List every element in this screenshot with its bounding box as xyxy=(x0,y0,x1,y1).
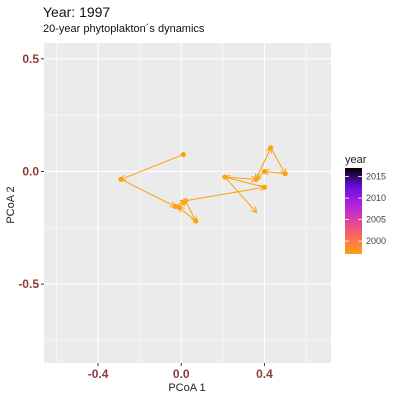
y-tick-label: -0.5 xyxy=(18,277,39,291)
legend-tick-label: 2015 xyxy=(366,172,386,182)
trajectory-segment xyxy=(270,147,286,174)
x-tick-label: 0.0 xyxy=(173,367,190,381)
data-point xyxy=(253,176,259,182)
data-point xyxy=(222,174,228,180)
grid-lines xyxy=(44,43,331,363)
x-axis-title: PCoA 1 xyxy=(168,382,205,394)
trajectory-segment xyxy=(224,177,256,179)
data-point xyxy=(180,151,186,158)
trajectory-segment xyxy=(184,200,195,221)
chart-title: Year: 1997 xyxy=(43,4,111,20)
data-points xyxy=(118,145,288,224)
x-axis-ticks: -0.4 0.0 0.4 xyxy=(88,363,273,381)
trajectory-arrow xyxy=(256,147,272,180)
trajectory-paths xyxy=(121,148,285,221)
trajectory-segment xyxy=(179,208,197,222)
plot-panel xyxy=(44,43,331,363)
data-point xyxy=(172,203,178,209)
y-axis-title: PCoA 2 xyxy=(5,186,17,223)
data-point xyxy=(176,204,182,211)
legend-title: year xyxy=(345,154,367,166)
trajectory-segment xyxy=(120,178,175,206)
legend-colorbar xyxy=(345,168,362,254)
chart-subtitle: 20-year phytoplakton´s dynamics xyxy=(43,23,205,35)
data-point xyxy=(118,176,124,182)
legend-tick-label: 2000 xyxy=(366,236,386,246)
trajectory-segment xyxy=(121,154,184,180)
trajectory-segment xyxy=(185,187,264,202)
x-tick-label: -0.4 xyxy=(88,367,109,381)
legend-tick-label: 2010 xyxy=(366,193,386,203)
data-point xyxy=(182,198,189,204)
y-tick-label: 0.0 xyxy=(22,164,39,178)
color-legend: year 2000 2005 2010 2015 xyxy=(345,154,386,254)
data-point xyxy=(193,218,199,224)
data-point xyxy=(268,145,274,151)
data-point xyxy=(282,171,288,177)
trajectory-arrow xyxy=(224,176,256,212)
data-point xyxy=(261,184,268,190)
data-point xyxy=(261,168,268,175)
x-tick-label: 0.4 xyxy=(256,367,273,381)
y-axis-ticks: -0.5 0.0 0.5 xyxy=(18,52,44,291)
legend-ticks: 2000 2005 2010 2015 xyxy=(345,172,386,246)
legend-tick-label: 2005 xyxy=(366,215,386,225)
y-tick-label: 0.5 xyxy=(22,52,39,66)
trajectory-segment xyxy=(225,177,265,188)
trajectory-segment xyxy=(264,171,286,173)
